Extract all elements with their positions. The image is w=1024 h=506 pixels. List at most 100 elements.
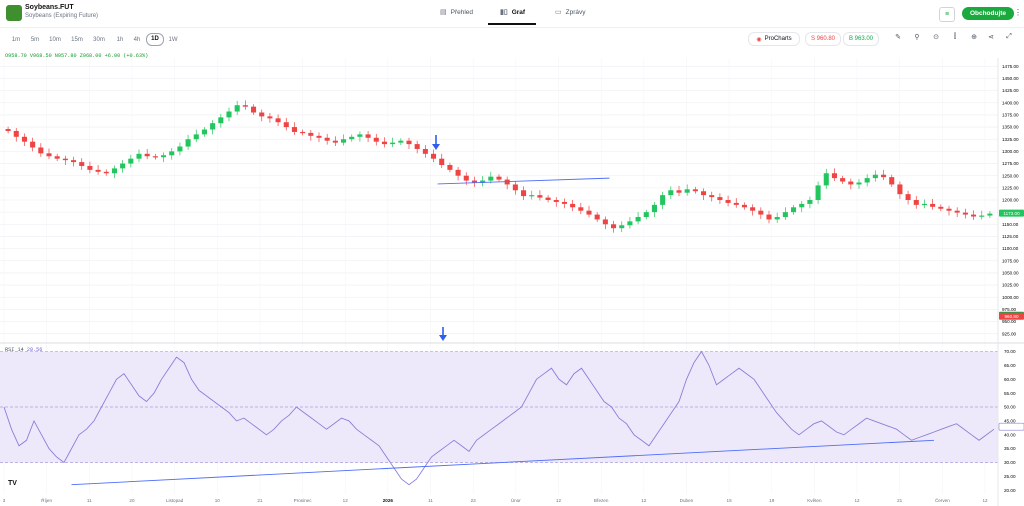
time-tick-label: 23 [471,498,477,503]
candle-body [398,140,404,143]
candle-body [586,210,592,215]
candle-body [782,212,788,218]
time-tick-label: Prosinec [294,498,313,503]
candle-body [103,171,109,174]
procharts-button[interactable]: ◉ ProCharts [748,32,800,46]
candle-body [38,147,44,154]
candle-body [611,224,617,229]
price-tick-label: 1250.00 [1002,173,1019,178]
add-icon[interactable]: ⊕ [971,34,977,41]
rsi-tick-label: 50.00 [1004,405,1016,410]
candle-body [144,153,150,157]
timeframe-30m[interactable]: 30m [93,37,105,43]
candle-body [463,175,469,181]
candle-body [152,156,158,158]
candle-body [635,217,641,222]
timeframe-5m[interactable]: 5m [30,37,40,43]
candle-body [431,153,437,159]
price-tick-label: 1075.00 [1002,258,1019,263]
timeframe-1h[interactable]: 1h [116,37,124,43]
candle-body [651,204,657,213]
rsi-tick-label: 25.00 [1004,474,1016,479]
candle-body [193,134,199,140]
candle-body [447,165,453,170]
price-tick-label: 1400.00 [1002,100,1019,105]
price-tick-label: 1050.00 [1002,271,1019,276]
price-tick-label: 1275.00 [1002,161,1019,166]
news-icon: ▭ [555,9,562,16]
procharts-label: ProCharts [764,36,792,42]
time-tick-label: 21 [257,498,263,503]
time-axis: 3 Říjen 11 20 Listopad 10 21 Prosinec 12 2026 11 23… [3,496,988,503]
candle-body [267,116,273,119]
time-tick-label: 12 [982,498,988,503]
timeframe-1w[interactable]: 1W [168,37,178,43]
candle-body [341,139,347,143]
timeframe-4h[interactable]: 4h [133,37,141,43]
candle-body [807,200,813,204]
tab-news[interactable]: ▭ Zprávy [555,8,586,17]
candle-body [553,200,559,202]
candle-body [95,169,101,172]
candle-body [930,203,936,207]
candle-body [128,158,134,164]
candle-body [848,181,854,185]
time-tick-label: Květen [807,498,822,503]
pencil-icon[interactable]: ✎ [895,34,901,41]
time-tick-label: Duben [680,498,694,503]
candle-body [537,195,543,198]
sell-button[interactable]: S 960.80 [805,32,841,46]
price-tick-label: 1125.00 [1002,234,1019,239]
time-tick-label: 12 [854,498,860,503]
rsi-tick-label: 60.00 [1004,377,1016,382]
timeframe-1d[interactable]: 1D [146,33,164,46]
candle-body [889,177,895,185]
time-tick-label: 21 [897,498,903,503]
candle-body [578,207,584,211]
more-menu-icon[interactable]: ⋮ [1014,8,1022,17]
candle-body [684,189,690,193]
time-tick-label: 12 [641,498,647,503]
candlestick-series [5,100,993,233]
timeframe-15m[interactable]: 15m [71,37,83,43]
share-icon[interactable]: ⋖ [988,34,994,41]
timeframe-1m[interactable]: 1m [11,37,21,43]
time-tick-label: 11 [428,498,433,503]
tab-chart[interactable]: ▮▯ Graf [500,8,526,17]
candle-body [660,195,666,205]
crosshair-icon[interactable]: ⊙ [933,34,939,41]
candle-body [709,195,715,198]
ohlc-readout: O958.70 V968.50 N957.80 Z968.00 +6.00 (+… [5,53,149,59]
tab-chart-label: Graf [511,8,526,16]
buy-button[interactable]: B 963.00 [843,32,879,46]
candle-body [758,210,764,215]
timeframe-10m[interactable]: 10m [49,37,61,43]
trade-button[interactable]: Obchodujte [962,7,1014,20]
candle-body [300,131,306,134]
fullscreen-icon[interactable]: ⤢ [1006,33,1012,40]
active-tab-underline [488,23,536,25]
rsi-series [3,350,995,486]
candle-body [897,184,903,195]
candle-body [602,219,608,225]
watchlist-button[interactable]: ≡ [939,7,955,22]
indicator-icon[interactable]: ⚲ [914,34,920,41]
time-tick-label: 20 [129,498,135,503]
candle-body [365,134,371,138]
candle-body [283,122,289,128]
candle-body [799,203,805,208]
candle-body [71,160,77,163]
tab-overview-label: Přehled [450,8,474,16]
rsi-tick-label: 55.00 [1004,391,1016,396]
tab-overview[interactable]: ▤ Přehled [440,8,474,17]
candle-body [692,189,698,192]
chart-type-icon[interactable]: ⫿ [953,33,957,40]
candle-body [46,153,52,157]
candle-body [701,191,707,196]
rsi-band-lines [0,351,998,463]
candle-body [13,130,19,137]
rsi-tick-label: 65.00 [1004,363,1016,368]
price-tick-label: 1025.00 [1002,283,1019,288]
